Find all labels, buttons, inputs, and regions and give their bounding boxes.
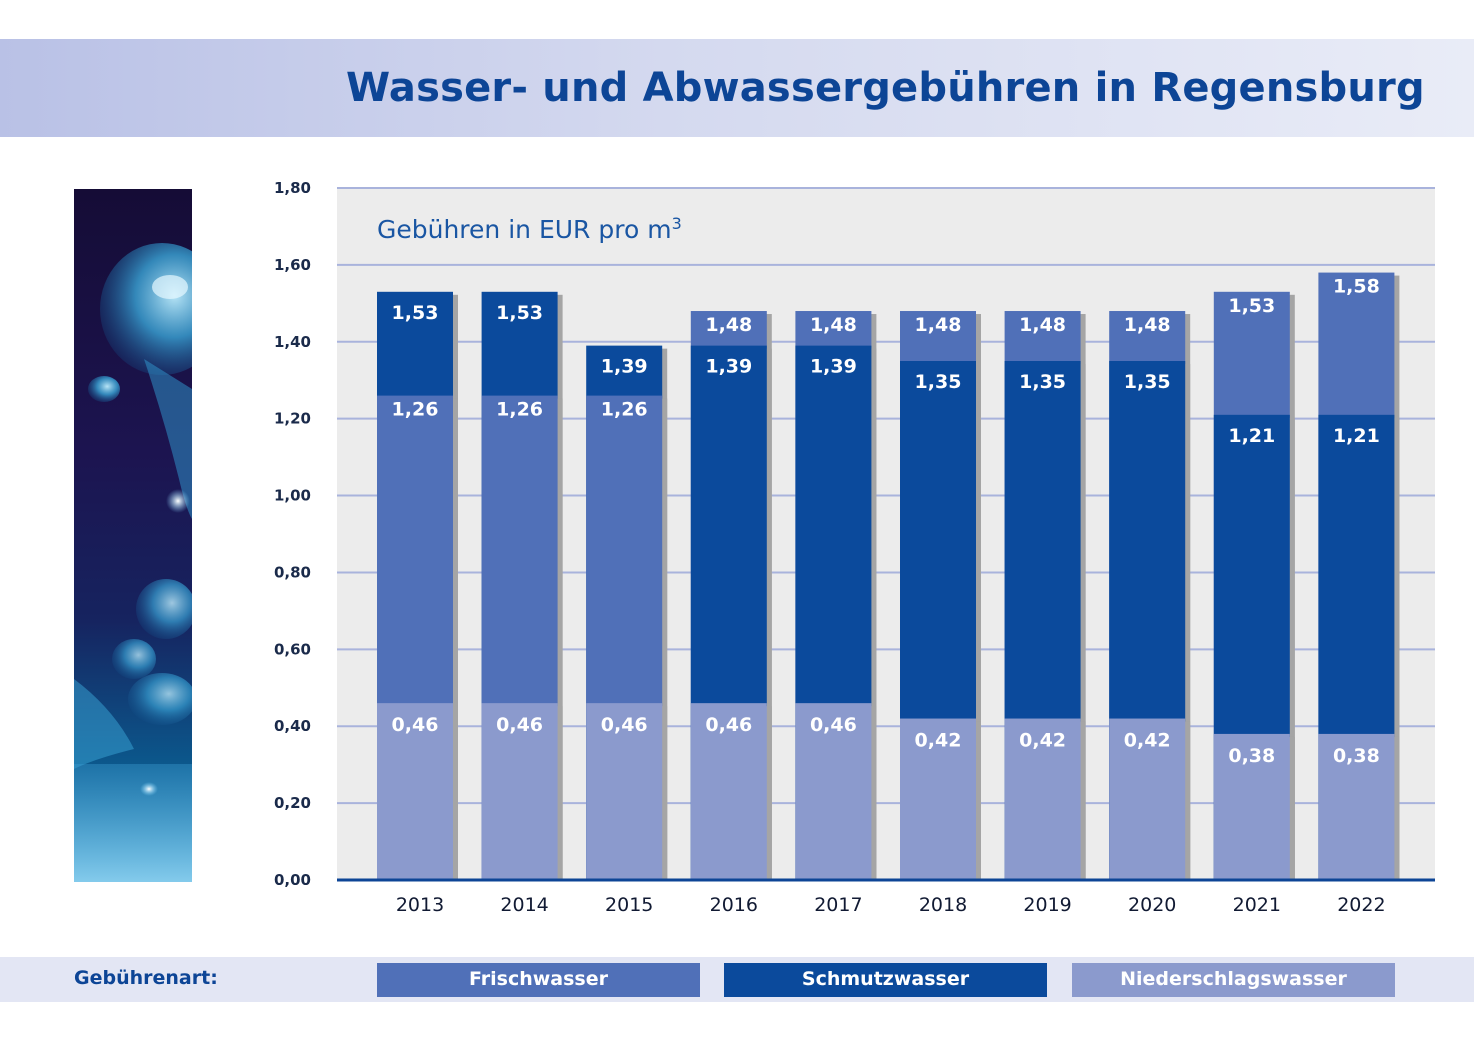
bar-niederschlagswasser	[1213, 733, 1290, 880]
value-label-frischwasser: 1,53	[1228, 295, 1275, 317]
title-band: Wasser- und Abwassergebühren in Regensbu…	[0, 39, 1474, 137]
y-tick-label: 0,60	[274, 640, 311, 658]
legend-item-frischwasser: Frischwasser	[377, 963, 700, 997]
legend-item-schmutzwasser: Schmutzwasser	[724, 963, 1047, 997]
value-label-niederschlagswasser: 0,42	[915, 730, 962, 752]
value-label-schmutzwasser: 1,21	[1333, 425, 1380, 447]
bar-niederschlagswasser	[1318, 733, 1395, 880]
water-splash-photo	[74, 189, 192, 882]
bar-niederschlagswasser	[795, 703, 872, 880]
value-label-frischwasser: 1,26	[496, 399, 543, 421]
y-tick-label: 1,00	[274, 487, 311, 505]
value-label-schmutzwasser: 1,35	[915, 371, 962, 393]
chart-subtitle: Gebühren in EUR pro m3	[377, 214, 682, 244]
bar-niederschlagswasser	[377, 703, 453, 880]
x-tick-label: 2017	[814, 894, 862, 916]
y-tick-label: 0,80	[274, 563, 311, 581]
x-tick-label: 2014	[500, 894, 548, 916]
x-tick-label: 2022	[1337, 894, 1385, 916]
value-label-niederschlagswasser: 0,46	[392, 714, 439, 736]
value-label-niederschlagswasser: 0,46	[705, 714, 752, 736]
bar-niederschlagswasser	[900, 718, 976, 880]
value-label-frischwasser: 1,48	[810, 314, 857, 336]
x-tick-label: 2020	[1128, 894, 1176, 916]
x-tick-label: 2013	[396, 894, 444, 916]
y-tick-label: 1,60	[274, 256, 311, 274]
value-label-frischwasser: 1,26	[392, 399, 439, 421]
value-label-schmutzwasser: 1,39	[601, 356, 648, 378]
y-tick-label: 1,20	[274, 410, 311, 428]
value-label-frischwasser: 1,48	[1124, 314, 1171, 336]
y-tick-label: 0,00	[274, 871, 311, 889]
value-label-schmutzwasser: 1,53	[496, 302, 543, 324]
value-label-niederschlagswasser: 0,46	[810, 714, 857, 736]
x-tick-label: 2021	[1233, 894, 1281, 916]
value-label-schmutzwasser: 1,39	[810, 356, 857, 378]
y-tick-label: 0,20	[274, 794, 311, 812]
value-label-schmutzwasser: 1,21	[1228, 425, 1275, 447]
x-tick-label: 2015	[605, 894, 653, 916]
water-splash-illustration	[74, 243, 192, 882]
value-label-frischwasser: 1,48	[915, 314, 962, 336]
value-label-frischwasser: 1,48	[705, 314, 752, 336]
legend-label: Gebührenart:	[74, 967, 218, 989]
bar-niederschlagswasser	[1004, 718, 1081, 880]
value-label-frischwasser: 1,58	[1333, 276, 1380, 298]
value-label-schmutzwasser: 1,35	[1019, 371, 1066, 393]
y-tick-label: 1,80	[274, 179, 311, 197]
value-label-niederschlagswasser: 0,38	[1333, 745, 1380, 767]
legend-item-niederschlagswasser: Niederschlagswasser	[1072, 963, 1395, 997]
legend-band: Gebührenart: Frischwasser Schmutzwasser …	[0, 957, 1474, 1002]
bar-niederschlagswasser	[481, 703, 558, 880]
x-tick-label: 2016	[710, 894, 758, 916]
y-tick-label: 1,40	[274, 333, 311, 351]
value-label-schmutzwasser: 1,35	[1124, 371, 1171, 393]
value-label-niederschlagswasser: 0,38	[1228, 745, 1275, 767]
value-label-niederschlagswasser: 0,42	[1124, 730, 1171, 752]
value-label-schmutzwasser: 1,53	[392, 302, 439, 324]
value-label-niederschlagswasser: 0,46	[601, 714, 648, 736]
value-label-schmutzwasser: 1,39	[705, 356, 752, 378]
x-tick-label: 2018	[919, 894, 967, 916]
bar-niederschlagswasser	[1109, 718, 1186, 880]
value-label-niederschlagswasser: 0,42	[1019, 730, 1066, 752]
bar-niederschlagswasser	[586, 703, 663, 880]
bar-niederschlagswasser	[690, 703, 767, 880]
value-label-frischwasser: 1,26	[601, 399, 648, 421]
value-label-niederschlagswasser: 0,46	[496, 714, 543, 736]
page-title: Wasser- und Abwassergebühren in Regensbu…	[346, 65, 1425, 111]
x-tick-label: 2019	[1023, 894, 1071, 916]
y-tick-label: 0,40	[274, 717, 311, 735]
value-label-frischwasser: 1,48	[1019, 314, 1066, 336]
